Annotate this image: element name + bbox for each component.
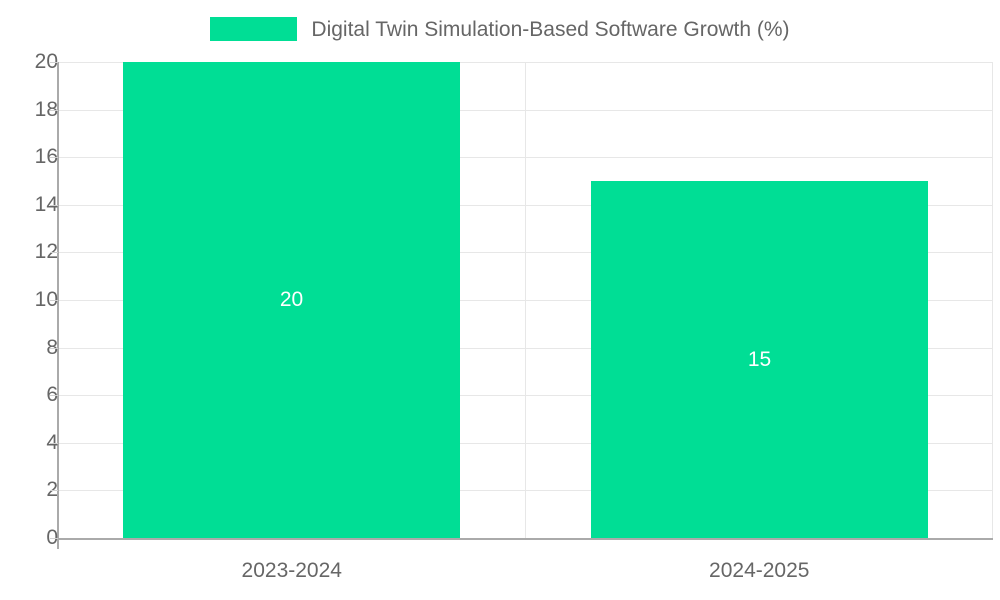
- y-axis-tick-label: 8: [14, 337, 58, 358]
- plot-area: 20 15: [58, 62, 993, 539]
- y-axis-tick-label: 20: [34, 50, 58, 73]
- bar[interactable]: 15: [591, 181, 928, 538]
- y-axis-tick-mark: [50, 395, 58, 397]
- y-axis-tick-label: 2: [14, 479, 58, 500]
- y-axis-tick-label: 14: [34, 192, 58, 216]
- y-axis-line: [57, 62, 59, 549]
- x-axis-line: [58, 538, 993, 540]
- y-axis-tick-label: 6: [14, 384, 58, 405]
- x-axis-tick-label: 2024-2025: [709, 559, 810, 582]
- y-axis-tick-label: 0: [14, 527, 58, 548]
- y-axis-tick-label: 16: [34, 145, 58, 169]
- legend-item-label: Digital Twin Simulation-Based Software G…: [311, 17, 790, 41]
- y-axis-tick-mark: [50, 252, 58, 254]
- y-axis-tick-label: 12: [34, 240, 58, 264]
- y-axis-tick-label: 10: [34, 288, 58, 311]
- y-axis-tick-mark: [50, 538, 58, 539]
- gridline-vertical: [992, 62, 993, 538]
- y-axis-tick-mark: [50, 347, 58, 349]
- y-axis-tick-mark: [50, 157, 58, 159]
- y-axis-tick-mark: [50, 109, 58, 111]
- legend-item-digital-twin-growth[interactable]: Digital Twin Simulation-Based Software G…: [210, 17, 790, 41]
- x-axis-tick-label: 2023-2024: [241, 559, 342, 582]
- y-axis-tick-label: 18: [34, 97, 58, 121]
- y-axis-tick-mark: [50, 62, 58, 63]
- bar[interactable]: 20: [123, 62, 460, 538]
- y-axis-tick-label: 4: [14, 432, 58, 453]
- y-axis-tick-mark: [50, 204, 58, 206]
- y-axis-tick-mark: [50, 300, 58, 301]
- legend-swatch-icon: [210, 17, 298, 41]
- y-axis-tick-mark: [50, 490, 58, 492]
- chart-legend: Digital Twin Simulation-Based Software G…: [0, 0, 1000, 58]
- bar-value-label: 15: [747, 347, 772, 371]
- gridline-vertical: [525, 62, 526, 538]
- bar-value-label: 20: [279, 288, 304, 311]
- y-axis-tick-mark: [50, 442, 58, 444]
